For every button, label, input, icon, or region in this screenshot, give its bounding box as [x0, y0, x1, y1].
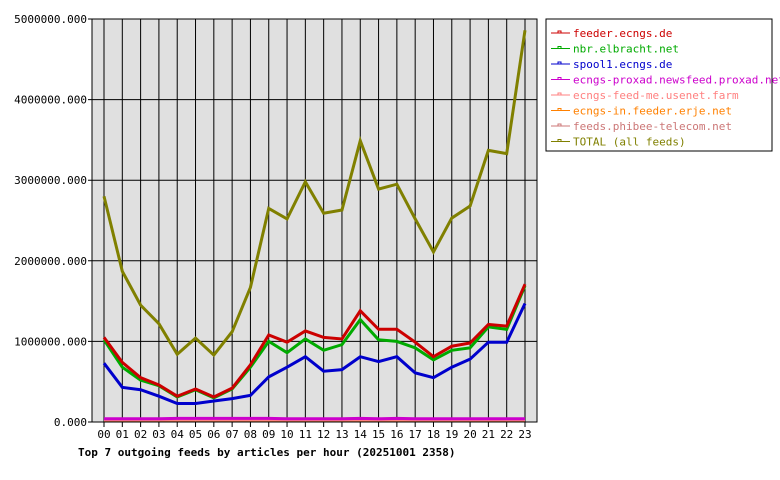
x-tick-label: 12 [317, 428, 330, 441]
x-tick-label: 00 [97, 428, 110, 441]
x-tick-label: 02 [134, 428, 147, 441]
legend-label: ecngs-proxad.newsfeed.proxad.net [573, 74, 780, 87]
legend-marker [557, 108, 562, 111]
legend-marker [557, 123, 562, 127]
legend-label: nbr.elbracht.net [573, 43, 679, 56]
y-tick-label: 2000000.000 [14, 255, 87, 268]
series-line-feeder-ecngs-de [102, 283, 527, 399]
legend-label: ecngs-in.feeder.erje.net [573, 105, 732, 118]
x-tick-label: 01 [116, 428, 129, 441]
legend-marker [557, 77, 562, 80]
legend-marker [557, 139, 562, 142]
x-tick-label: 07 [226, 428, 239, 441]
legend-marker [557, 92, 562, 96]
x-tick-label: 04 [171, 428, 185, 441]
x-tick-label: 16 [390, 428, 403, 441]
x-tick-label: 23 [518, 428, 531, 441]
series-line-spool1-ecngs-de [102, 302, 527, 405]
x-tick-label: 19 [445, 428, 458, 441]
legend-label: spool1.ecngs.de [573, 58, 672, 71]
x-tick-label: 09 [262, 428, 275, 441]
x-tick-label: 10 [280, 428, 293, 441]
legend [545, 18, 773, 152]
x-tick-label: 18 [427, 428, 440, 441]
x-tick-label: 06 [207, 428, 220, 441]
x-tick-label: 21 [482, 428, 495, 441]
plot-area [91, 18, 538, 423]
x-tick-label: 17 [409, 428, 422, 441]
y-tick-label: 4000000.000 [14, 94, 87, 107]
y-tick-label: 1000000.000 [14, 335, 87, 348]
y-tick-label: 5000000.000 [14, 13, 87, 26]
x-tick-label: 15 [372, 428, 385, 441]
x-tick-label: 20 [463, 428, 476, 441]
x-tick-label: 13 [335, 428, 348, 441]
legend-label: TOTAL (all feeds) [573, 136, 686, 149]
chart-title: Top 7 outgoing feeds by articles per hou… [78, 446, 456, 459]
x-tick-label: 22 [500, 428, 513, 441]
y-tick-label: 3000000.000 [14, 174, 87, 187]
x-tick-label: 08 [244, 428, 257, 441]
legend-marker [557, 30, 562, 34]
x-tick-label: 03 [152, 428, 165, 441]
series-line-total-all-feeds- [102, 30, 527, 358]
legend-marker [557, 46, 562, 49]
legend-label: feeds.phibee-telecom.net [573, 120, 732, 133]
legend-label: ecngs-feed-me.usenet.farm [573, 89, 739, 102]
x-tick-label: 11 [299, 428, 312, 441]
legend-marker [557, 61, 562, 65]
legend-label: feeder.ecngs.de [573, 27, 672, 40]
x-tick-label: 05 [189, 428, 202, 441]
y-tick-label: 0.000 [54, 416, 87, 429]
x-tick-label: 14 [354, 428, 368, 441]
